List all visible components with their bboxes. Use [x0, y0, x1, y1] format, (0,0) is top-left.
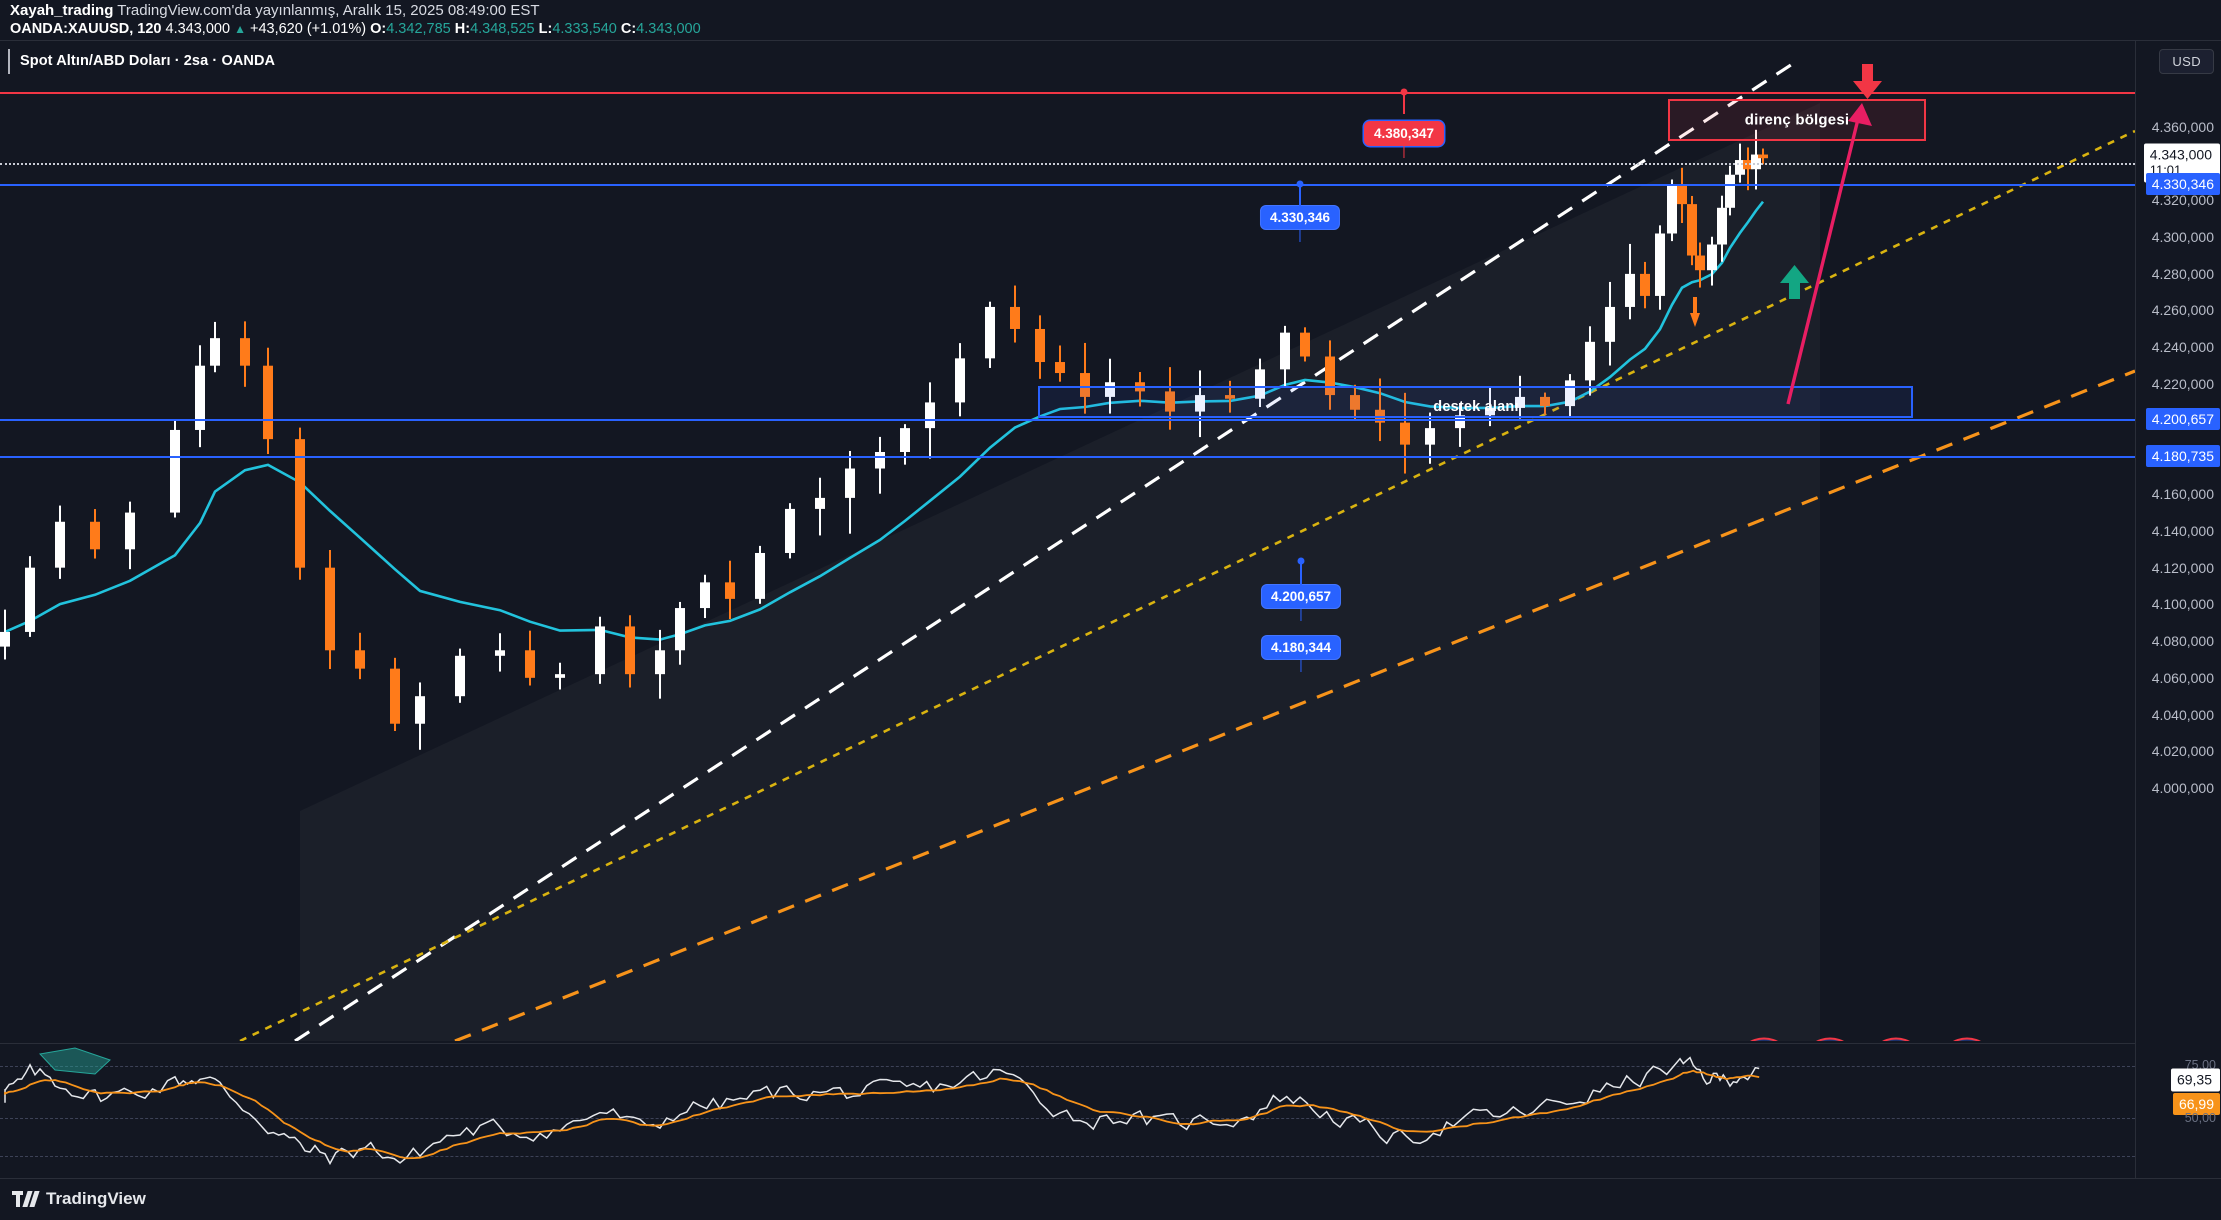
price-tick-9: 4.120,000 — [2151, 560, 2214, 576]
high-label: H: — [454, 21, 471, 37]
author-name: Xayah_trading — [10, 2, 114, 19]
drawing-flag-stem-2 — [1299, 184, 1301, 208]
open-value: 4.342,785 — [386, 21, 451, 37]
candlestick-series — [0, 57, 2135, 1041]
drawing-flag-dot-1 — [1400, 88, 1408, 96]
symbol-quote-line: OANDA:XAUUSD, 120 4.343,000 ▲ +43,620 (+… — [10, 22, 701, 37]
chart-legend[interactable]: Spot Altın/ABD Doları · 2sa · OANDA — [8, 49, 287, 74]
rsi-oversold-line — [0, 1156, 2135, 1157]
drawing-flag-4330346[interactable]: 4.330,346 — [1259, 205, 1341, 230]
price-tick-14: 4.020,000 — [2151, 743, 2214, 759]
chart-footer: TradingView — [0, 1178, 2221, 1219]
change-direction-icon: ▲ — [234, 22, 246, 36]
price-change: +43,620 (+1.01%) — [249, 21, 367, 37]
resistance-zone-rect[interactable]: direnç bölgesi — [1668, 99, 1926, 141]
last-price: 4.343,000 — [165, 21, 231, 37]
drawing-flag-stem-1 — [1403, 92, 1405, 114]
price-tick-1: 4.320,000 — [2151, 192, 2214, 208]
last-price-dotted-line — [0, 163, 2135, 165]
support-zone-label: destek alanı — [1433, 399, 1519, 415]
drawing-flag-4200657[interactable]: 4.200,657 — [1260, 584, 1342, 609]
drawing-flag-stem-3 — [1300, 561, 1302, 587]
price-tick-8: 4.140,000 — [2151, 523, 2214, 539]
support-line-blue-4180 — [0, 456, 2135, 458]
price-axis-flag-1[interactable]: 4.330,346 — [2145, 173, 2220, 195]
support-line-blue-4200 — [0, 419, 2135, 421]
low-value: 4.333,540 — [552, 21, 617, 37]
symbol-ticker[interactable]: OANDA:XAUUSD, 120 — [10, 21, 162, 37]
low-label: L: — [538, 21, 553, 37]
resistance-line-red — [0, 92, 2135, 94]
tradingview-brand-label: TradingView — [46, 1189, 146, 1208]
drawing-flag-4180344[interactable]: 4.180,344 — [1260, 635, 1342, 660]
price-plot-area[interactable]: destek alanı direnç bölgesi 4.380,347 — [0, 41, 2135, 1041]
price-tick-2: 4.300,000 — [2151, 229, 2214, 245]
price-tick-4: 4.260,000 — [2151, 302, 2214, 318]
drawing-flag-4380347[interactable]: 4.380,347 — [1363, 121, 1445, 146]
price-axis-flag-2[interactable]: 4.200,657 — [2145, 408, 2220, 430]
price-axis-flag-3[interactable]: 4.180,735 — [2145, 445, 2220, 467]
drawing-flag-dot-4 — [1297, 557, 1305, 565]
rsi-midline — [0, 1118, 2135, 1119]
publication-info: TradingView.com'da yayınlanmış, Aralık 1… — [117, 2, 540, 19]
rsi-series — [4, 1047, 1760, 1166]
chart-pane[interactable]: destek alanı direnç bölgesi 4.380,347 — [0, 40, 2221, 1220]
price-tick-12: 4.060,000 — [2151, 670, 2214, 686]
price-axis[interactable]: USD 4.360,000 4.320,000 4.300,000 4.280,000… — [2135, 41, 2221, 1183]
close-value: 4.343,000 — [636, 21, 701, 37]
price-tick-10: 4.100,000 — [2151, 596, 2214, 612]
price-tick-5: 4.240,000 — [2151, 339, 2214, 355]
rsi-pane[interactable] — [0, 1043, 2135, 1184]
price-tick-13: 4.040,000 — [2151, 707, 2214, 723]
resistance-line-blue-4330 — [0, 184, 2135, 186]
rsi-overbought-line — [0, 1066, 2135, 1067]
tradingview-mark-icon — [12, 1191, 40, 1207]
currency-badge[interactable]: USD — [2159, 49, 2214, 74]
tradingview-logo[interactable]: TradingView — [12, 1189, 146, 1209]
drawing-flag-dot-2 — [1296, 180, 1304, 188]
publication-line: Xayah_trading TradingView.com'da yayınla… — [10, 3, 540, 19]
chart-header: Xayah_trading TradingView.com'da yayınla… — [0, 0, 2221, 40]
price-tick-3: 4.280,000 — [2151, 266, 2214, 282]
high-value: 4.348,525 — [470, 21, 535, 37]
price-tick-7: 4.160,000 — [2151, 486, 2214, 502]
rsi-value-white: 69,35 — [2170, 1068, 2220, 1092]
price-tick-6: 4.220,000 — [2151, 376, 2214, 392]
resistance-zone-label: direnç bölgesi — [1744, 111, 1850, 129]
rsi-value-orange: 66,99 — [2172, 1093, 2220, 1115]
open-label: O: — [370, 21, 387, 37]
support-zone-rect[interactable] — [1038, 386, 1913, 418]
price-tick-15: 4.000,000 — [2151, 780, 2214, 796]
close-label: C: — [620, 21, 637, 37]
rsi-mid-scale-label: 50,00 — [2184, 1111, 2216, 1125]
price-tick-11: 4.080,000 — [2151, 633, 2214, 649]
price-tick-0: 4.360,000 — [2151, 119, 2214, 135]
